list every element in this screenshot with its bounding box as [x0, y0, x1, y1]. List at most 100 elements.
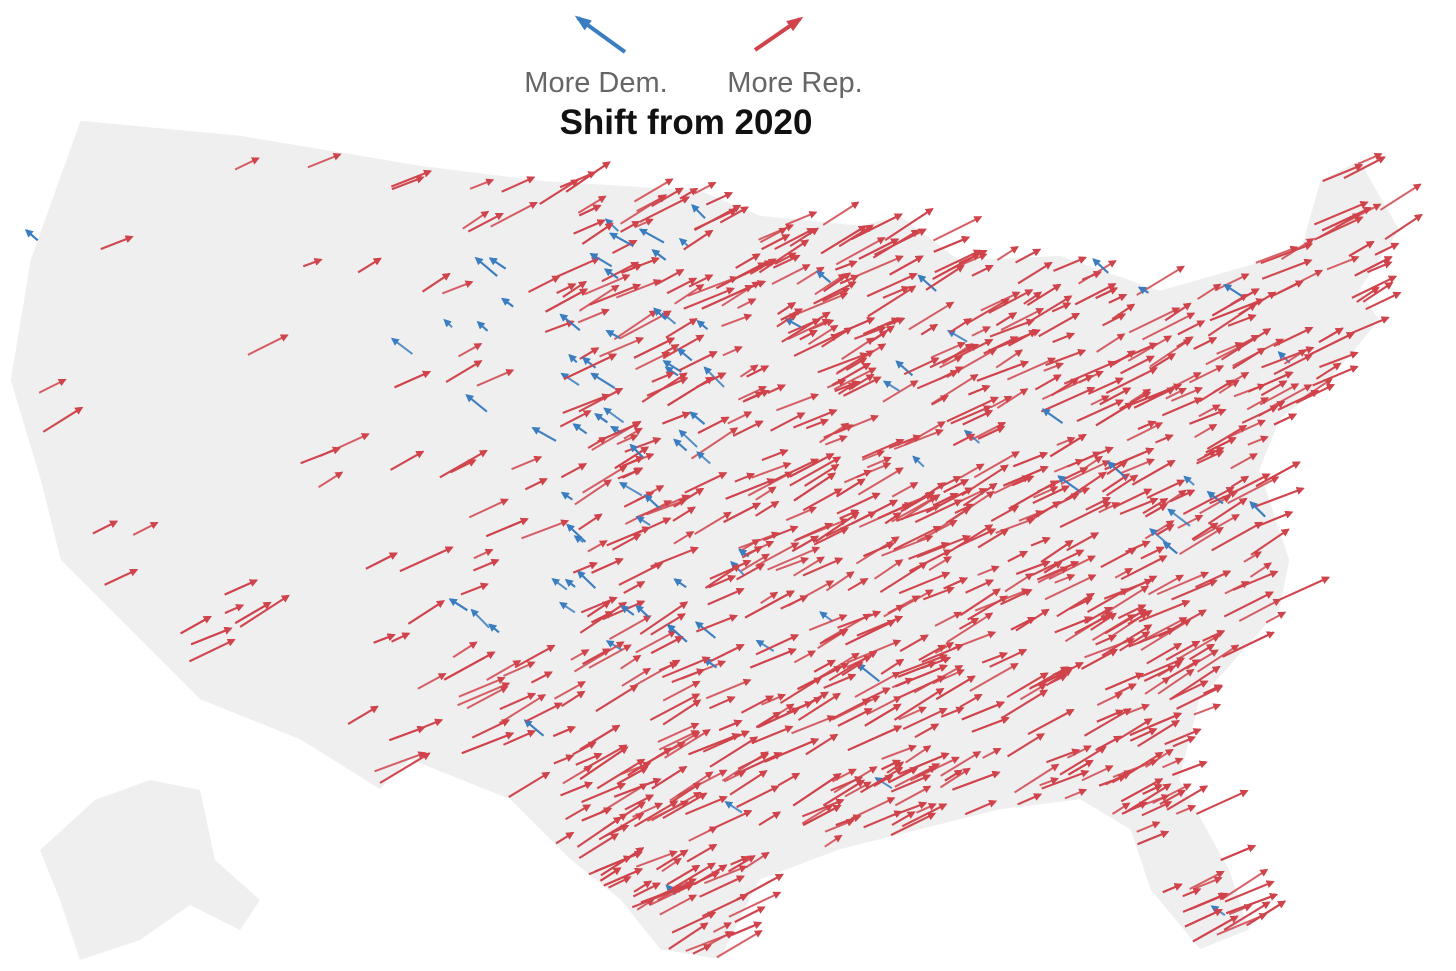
legend-dem-label: More Dem.	[524, 67, 667, 99]
shift-arrow	[1221, 868, 1269, 901]
shift-arrow	[523, 719, 545, 737]
shift-arrow	[742, 389, 770, 403]
shift-arrow	[618, 482, 643, 497]
shift-arrow	[736, 298, 757, 310]
arrows	[25, 152, 1423, 959]
shift-arrow	[755, 542, 800, 568]
shift-arrow	[357, 257, 382, 274]
shift-arrow	[1164, 302, 1192, 322]
shift-arrow	[830, 776, 863, 792]
shift-arrow	[1156, 571, 1210, 596]
shift-arrow	[868, 696, 902, 715]
shift-arrow	[443, 318, 453, 329]
shift-arrow	[712, 922, 733, 933]
shift-arrow	[1039, 777, 1059, 787]
shift-arrow	[468, 498, 509, 519]
shift-arrow	[1171, 579, 1218, 601]
shift-arrow	[578, 284, 620, 312]
shift-arrow	[854, 671, 901, 698]
shift-arrow	[671, 862, 716, 891]
shift-arrow	[1051, 378, 1080, 397]
shift-arrow	[564, 578, 576, 588]
shift-arrow	[905, 745, 932, 764]
shift-arrow	[751, 461, 792, 479]
shift-arrow	[901, 803, 948, 828]
shift-arrow	[1127, 610, 1153, 625]
shift-arrow	[917, 274, 937, 292]
shift-arrow	[799, 292, 849, 314]
shift-arrow	[1006, 672, 1049, 698]
shift-arrow	[687, 275, 739, 297]
shift-arrow	[1007, 550, 1029, 563]
shift-arrow	[580, 596, 618, 614]
shift-arrow	[1085, 497, 1111, 511]
shift-arrow	[390, 337, 414, 355]
shift-arrow	[973, 451, 1020, 479]
shift-arrow	[1273, 354, 1313, 376]
shift-arrow	[673, 438, 688, 452]
alaska	[40, 780, 260, 960]
shift-arrow	[898, 706, 927, 721]
shift-arrow	[577, 308, 610, 324]
shift-arrow	[707, 931, 734, 947]
shift-arrow	[584, 274, 631, 296]
shift-arrow	[1140, 618, 1192, 651]
shift-arrow	[659, 894, 698, 916]
shift-arrow	[635, 850, 678, 868]
shift-arrow	[1043, 362, 1064, 372]
shift-arrow	[804, 464, 840, 487]
shift-arrow	[1379, 183, 1422, 211]
shift-arrow	[808, 319, 835, 331]
shift-arrow	[673, 578, 687, 588]
shift-arrow	[560, 372, 580, 386]
shift-arrow	[695, 621, 716, 639]
shift-arrow	[705, 678, 752, 700]
shift-arrow	[796, 266, 825, 285]
shift-arrow	[531, 427, 557, 442]
shift-arrow	[890, 774, 932, 793]
shift-arrow	[1056, 436, 1076, 447]
shift-arrow	[939, 355, 964, 369]
shift-arrow	[767, 546, 821, 571]
shift-arrow	[347, 705, 379, 725]
shift-arrow	[1197, 283, 1222, 300]
shift-arrow	[603, 407, 625, 424]
shift-arrow	[728, 855, 756, 873]
shift-arrow	[601, 261, 640, 283]
shift-arrow	[1157, 668, 1195, 695]
shift-arrow	[1161, 397, 1203, 417]
shift-arrow	[787, 318, 831, 341]
shift-arrow	[881, 744, 918, 760]
shift-arrow	[452, 641, 478, 659]
shift-arrow	[824, 818, 855, 833]
shift-arrow	[1120, 355, 1155, 375]
shift-arrow	[995, 349, 1024, 369]
shift-arrow	[890, 812, 936, 836]
shift-arrow	[499, 692, 536, 710]
shift-arrow	[92, 520, 119, 535]
shift-arrow	[959, 588, 1001, 617]
shift-arrow	[1223, 591, 1274, 618]
shift-arrow	[612, 533, 642, 551]
shift-arrow	[1313, 216, 1364, 241]
shift-arrow	[1036, 561, 1080, 581]
shift-arrow	[873, 559, 904, 580]
shift-arrow	[555, 831, 575, 845]
shift-arrow	[1103, 578, 1153, 600]
shift-arrow	[1052, 332, 1075, 343]
shift-arrow	[1057, 475, 1082, 493]
shift-arrow	[662, 680, 701, 702]
shift-arrow	[1044, 574, 1097, 601]
shift-arrow	[656, 269, 685, 285]
shift-arrow	[882, 380, 919, 403]
shift-arrow	[556, 257, 601, 278]
shift-arrow	[624, 500, 673, 525]
shift-arrow	[224, 604, 245, 615]
shift-arrow	[1119, 497, 1159, 515]
shift-arrow	[1207, 497, 1248, 525]
shift-arrow	[897, 675, 946, 700]
shift-arrow	[921, 643, 964, 663]
shift-arrow	[490, 201, 538, 228]
shift-arrow	[620, 220, 641, 233]
shift-arrow	[666, 277, 698, 295]
